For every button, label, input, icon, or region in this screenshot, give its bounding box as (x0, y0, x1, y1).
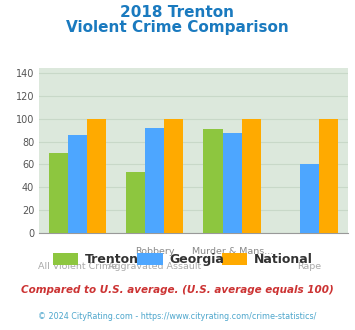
Text: Murder & Mans...: Murder & Mans... (192, 248, 273, 256)
Text: © 2024 CityRating.com - https://www.cityrating.com/crime-statistics/: © 2024 CityRating.com - https://www.city… (38, 312, 317, 321)
Text: Compared to U.S. average. (U.S. average equals 100): Compared to U.S. average. (U.S. average … (21, 285, 334, 295)
Text: All Violent Crime: All Violent Crime (38, 261, 117, 271)
Text: Robbery: Robbery (135, 248, 175, 256)
Bar (319, 119, 338, 233)
Bar (87, 119, 106, 233)
Bar (203, 129, 223, 233)
Bar (300, 164, 319, 233)
Text: Aggravated Assault: Aggravated Assault (108, 261, 201, 271)
Bar (145, 128, 164, 233)
Bar (68, 135, 87, 233)
Text: Georgia: Georgia (169, 252, 224, 266)
Bar (242, 119, 261, 233)
Text: Rape: Rape (297, 261, 322, 271)
Bar (49, 153, 68, 233)
Text: Violent Crime Comparison: Violent Crime Comparison (66, 20, 289, 35)
Bar (223, 133, 242, 233)
Text: 2018 Trenton: 2018 Trenton (120, 5, 235, 20)
Text: National: National (254, 252, 313, 266)
Text: Trenton: Trenton (85, 252, 139, 266)
Bar (126, 172, 145, 233)
Bar (164, 119, 184, 233)
